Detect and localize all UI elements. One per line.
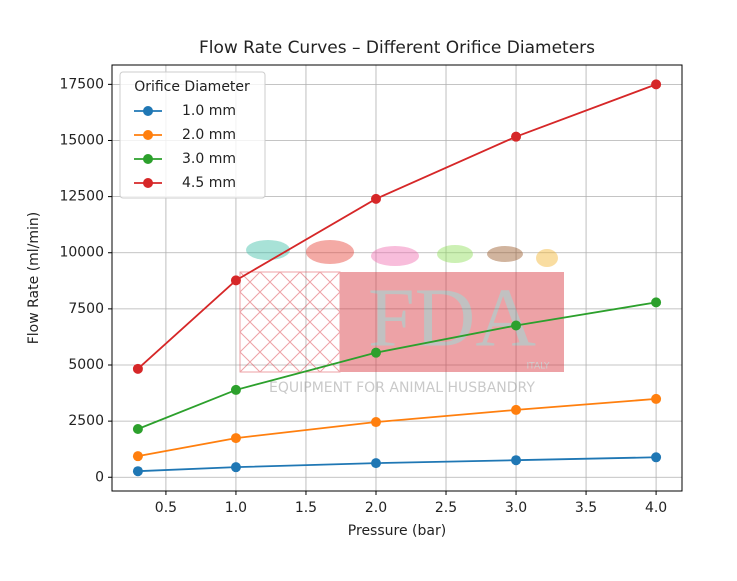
data-point bbox=[370, 193, 381, 204]
x-tick-label: 0.5 bbox=[155, 500, 177, 516]
data-point bbox=[651, 393, 662, 404]
watermark-animal bbox=[437, 245, 473, 263]
data-point bbox=[370, 417, 381, 428]
plot-frame bbox=[111, 64, 683, 492]
watermark-hatch bbox=[239, 271, 341, 373]
data-point bbox=[132, 363, 143, 374]
y-tick-label: 15000 bbox=[59, 132, 104, 148]
x-tick-label: 3.5 bbox=[575, 500, 597, 516]
data-point bbox=[230, 433, 241, 444]
y-tick-label: 2500 bbox=[68, 413, 104, 429]
watermark-animal bbox=[246, 240, 290, 260]
data-point bbox=[370, 458, 381, 469]
data-point bbox=[230, 462, 241, 473]
data-point bbox=[511, 320, 522, 331]
legend-marker bbox=[143, 178, 153, 188]
y-tick-label: 10000 bbox=[59, 245, 104, 261]
y-tick-label: 0 bbox=[95, 469, 104, 485]
legend-title: Orifice Diameter bbox=[134, 79, 250, 95]
y-axis-label: Flow Rate (ml/min) bbox=[26, 212, 42, 345]
data-point bbox=[511, 131, 522, 142]
legend-label: 3.0 mm bbox=[182, 151, 236, 167]
y-tick-label: 5000 bbox=[68, 357, 104, 373]
legend-label: 1.0 mm bbox=[182, 103, 236, 119]
x-tick-label: 1.0 bbox=[225, 500, 247, 516]
watermark-animal bbox=[306, 240, 354, 264]
watermark-country: ITALY bbox=[527, 362, 550, 372]
x-tick-label: 3.0 bbox=[505, 500, 527, 516]
data-point bbox=[651, 79, 662, 90]
data-point bbox=[132, 466, 143, 477]
watermark-grid bbox=[239, 271, 341, 373]
data-point bbox=[651, 297, 662, 308]
data-point bbox=[511, 455, 522, 466]
data-point bbox=[370, 347, 381, 358]
data-point bbox=[132, 451, 143, 462]
watermark: FDA ITALY EQUIPMENT FOR ANIMAL HUSBANDRY bbox=[239, 240, 564, 396]
data-point bbox=[651, 452, 662, 463]
chart-title: Flow Rate Curves – Different Orifice Dia… bbox=[199, 38, 595, 58]
y-tick-label: 17500 bbox=[59, 76, 104, 92]
legend-marker bbox=[143, 154, 153, 164]
y-tick-label: 12500 bbox=[59, 189, 104, 205]
x-tick-label: 1.5 bbox=[295, 500, 317, 516]
watermark-brand: FDA bbox=[368, 271, 536, 364]
legend-marker bbox=[143, 106, 153, 116]
x-tick-label: 2.0 bbox=[365, 500, 387, 516]
watermark-animal bbox=[371, 246, 419, 266]
watermark-animal bbox=[536, 249, 558, 267]
legend-box bbox=[119, 71, 266, 199]
data-point bbox=[230, 275, 241, 286]
legend-label: 4.5 mm bbox=[182, 175, 236, 191]
watermark-animal bbox=[487, 246, 523, 262]
y-tick-label: 7500 bbox=[68, 301, 104, 317]
x-tick-label: 4.0 bbox=[645, 500, 667, 516]
x-tick-label: 2.5 bbox=[435, 500, 457, 516]
watermark-tagline: EQUIPMENT FOR ANIMAL HUSBANDRY bbox=[269, 380, 535, 396]
data-point bbox=[132, 423, 143, 434]
data-point bbox=[511, 404, 522, 415]
x-axis-label: Pressure (bar) bbox=[348, 523, 446, 539]
legend-label: 2.0 mm bbox=[182, 127, 236, 143]
legend-marker bbox=[143, 130, 153, 140]
data-point bbox=[230, 384, 241, 395]
